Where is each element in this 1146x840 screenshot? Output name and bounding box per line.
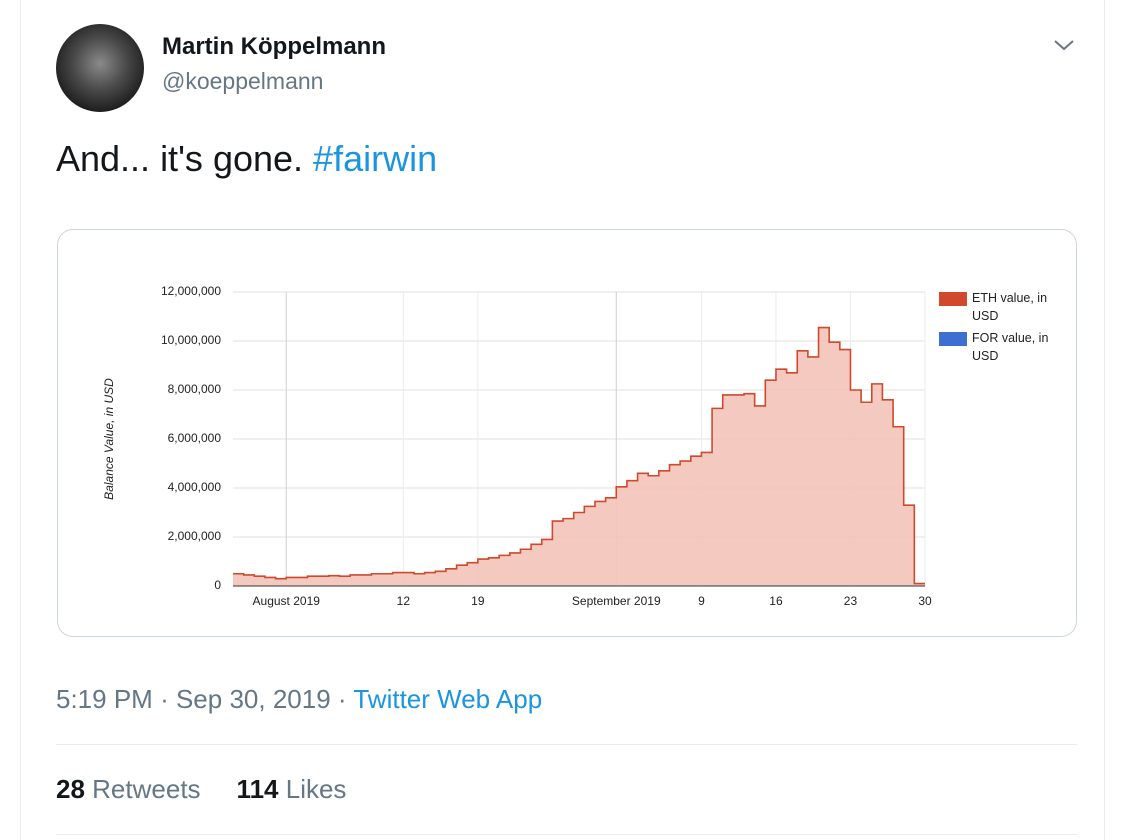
user-name[interactable]: Martin Köppelmann [162, 33, 387, 60]
divider [56, 744, 1077, 745]
legend-swatch [939, 292, 967, 306]
separator: · [160, 684, 169, 714]
date[interactable]: Sep 30, 2019 [175, 684, 331, 714]
media-card[interactable]: 0 2,000,000 4,000,000 6,000,000 8,000,000 10,… [57, 229, 1077, 637]
stats-row: 28 Retweets 114 Likes [56, 774, 346, 805]
y-tick-label: 2,000,000 [168, 529, 222, 543]
y-tick-label: 8,000,000 [168, 382, 222, 396]
avatar[interactable] [56, 24, 144, 112]
x-tick-label: 16 [769, 594, 783, 608]
x-tick-label: 23 [844, 594, 858, 608]
y-tick-label: 12,000,000 [161, 284, 221, 298]
x-tick-label: August 2019 [253, 594, 321, 608]
x-tick-label: September 2019 [572, 594, 661, 608]
like-count[interactable]: 114 [236, 774, 279, 804]
chevron[interactable] [1052, 36, 1076, 54]
source[interactable]: Twitter Web App [353, 684, 543, 714]
hashtag[interactable]: #fairwin [313, 138, 438, 179]
x-tick-label: 9 [698, 594, 705, 608]
retweet-count[interactable]: 28 [56, 774, 85, 804]
time: 5:19 PM [56, 684, 153, 714]
tweet-text: And... it's gone. [56, 138, 304, 179]
border-left [20, 0, 21, 840]
legend-label: ETH value, in USD [972, 291, 1048, 323]
separator: · [337, 684, 347, 714]
y-tick-label: 0 [214, 578, 221, 592]
y-tick-label: 6,000,000 [168, 431, 222, 445]
legend-swatch [939, 332, 967, 346]
meta-row: 5:19 PM · Sep 30, 2019 · Twitter Web App [56, 684, 542, 715]
x-tick-label: 19 [471, 594, 485, 608]
y-tick-label: 10,000,000 [161, 333, 221, 347]
user-handle[interactable]: @koeppelmann [162, 68, 324, 94]
y-axis-label: Balance Value, in USD [102, 378, 116, 500]
divider [56, 834, 1077, 835]
y-tick-label: 4,000,000 [168, 480, 222, 494]
area [233, 327, 925, 586]
x-tick-label: 12 [397, 594, 411, 608]
retweet-label[interactable]: Retweets [92, 774, 201, 804]
legend-label: FOR value, in USD [972, 331, 1049, 363]
step-line [233, 326, 925, 585]
like-label[interactable]: Likes [285, 774, 347, 804]
chart: 0 2,000,000 4,000,000 6,000,000 8,000,000 10,… [102, 284, 932, 608]
x-tick-label: 30 [918, 594, 932, 608]
tweet-text-row: And... it's gone. #fairwin [56, 138, 437, 180]
border-right [1104, 0, 1105, 840]
